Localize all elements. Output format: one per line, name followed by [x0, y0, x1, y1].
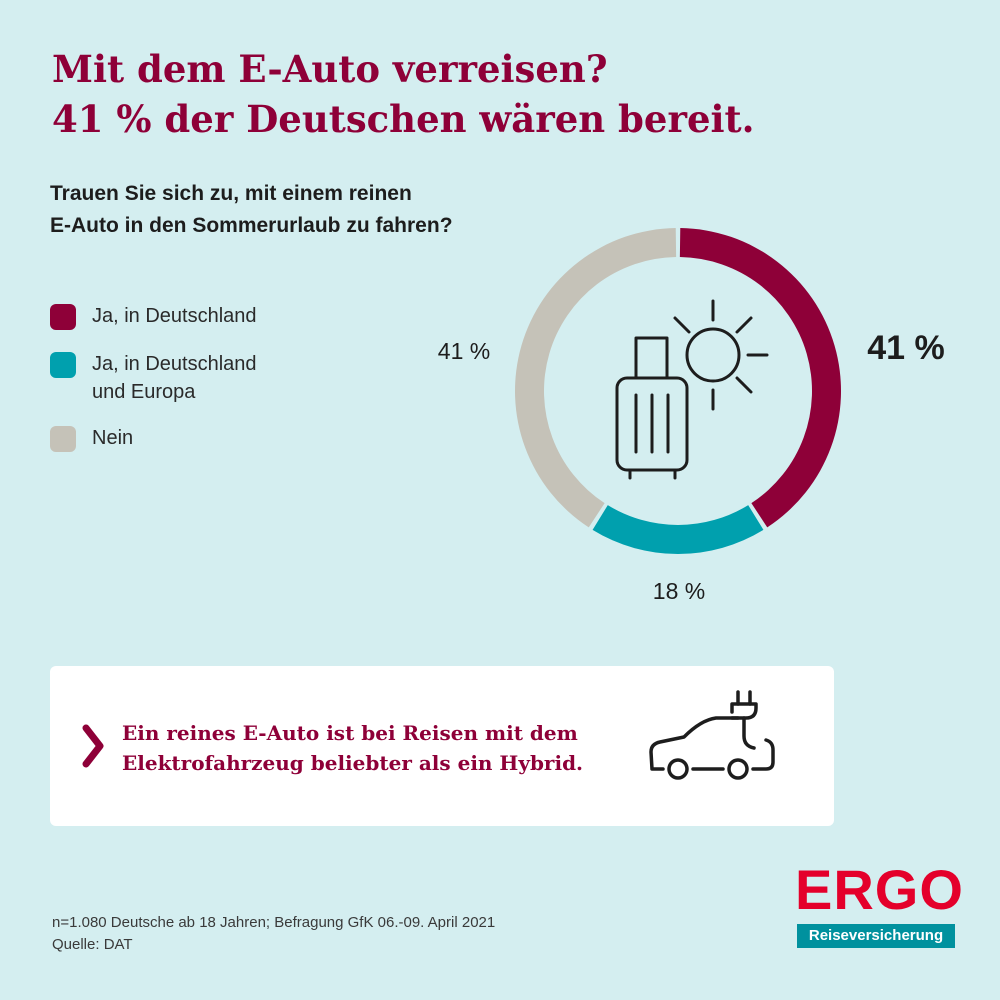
- chart-legend: Ja, in Deutschland Ja, in Deutschland un…: [50, 302, 257, 452]
- question-line-1: Trauen Sie sich zu, mit einem reinen: [50, 182, 412, 205]
- legend-item-ja-deutschland: Ja, in Deutschland: [50, 302, 257, 330]
- brand-name: ERGO: [795, 858, 964, 921]
- footnote: n=1.080 Deutsche ab 18 Jahren; Befragung…: [52, 912, 495, 956]
- suitcase-icon: [615, 336, 689, 480]
- donut-segment-ja-europa: [592, 505, 764, 554]
- brand-subtitle: Reiseversicherung: [797, 924, 955, 948]
- legend-label: Ja, in Deutschland: [92, 353, 257, 375]
- chevron-right-icon: [82, 724, 104, 768]
- title-line-2: 41 % der Deutschen wären bereit.: [52, 97, 755, 141]
- donut-segment-nein: [515, 228, 677, 528]
- legend-label: Nein: [92, 427, 134, 449]
- legend-item-nein: Nein: [50, 424, 257, 452]
- legend-swatch: [50, 352, 76, 378]
- legend-swatch: [50, 426, 76, 452]
- ergo-logo: ERGO Reiseversicherung: [795, 858, 964, 948]
- footnote-line-2: Quelle: DAT: [52, 936, 133, 953]
- data-label-nein: 41 %: [438, 338, 490, 364]
- electric-car-icon: [649, 690, 775, 780]
- donut-segment-ja-deutschland: [679, 228, 841, 528]
- info-line-2: Elektrofahrzeug beliebter als ein Hybrid…: [122, 751, 584, 775]
- title-line-1: Mit dem E-Auto verreisen?: [52, 47, 608, 91]
- sun-icon: [673, 299, 769, 411]
- info-line-1: Ein reines E-Auto ist bei Reisen mit dem: [122, 721, 578, 745]
- data-label-ja-deutschland: 41 %: [867, 329, 945, 367]
- legend-item-ja-europa: Ja, in Deutschland und Europa: [50, 350, 257, 406]
- question-line-2: E-Auto in den Sommerurlaub zu fahren?: [50, 214, 453, 237]
- data-label-ja-europa: 18 %: [653, 578, 705, 604]
- footnote-line-1: n=1.080 Deutsche ab 18 Jahren; Befragung…: [52, 914, 496, 931]
- survey-question: Trauen Sie sich zu, mit einem reinen E-A…: [50, 178, 453, 242]
- page-title: Mit dem E-Auto verreisen? 41 % der Deuts…: [52, 44, 755, 144]
- legend-label: Ja, in Deutschland: [92, 305, 257, 327]
- info-box: Ein reines E-Auto ist bei Reisen mit dem…: [50, 666, 834, 826]
- legend-label-line-2: und Europa: [92, 381, 196, 403]
- legend-swatch: [50, 304, 76, 330]
- donut-segments: [515, 228, 841, 554]
- info-text: Ein reines E-Auto ist bei Reisen mit dem…: [122, 718, 583, 778]
